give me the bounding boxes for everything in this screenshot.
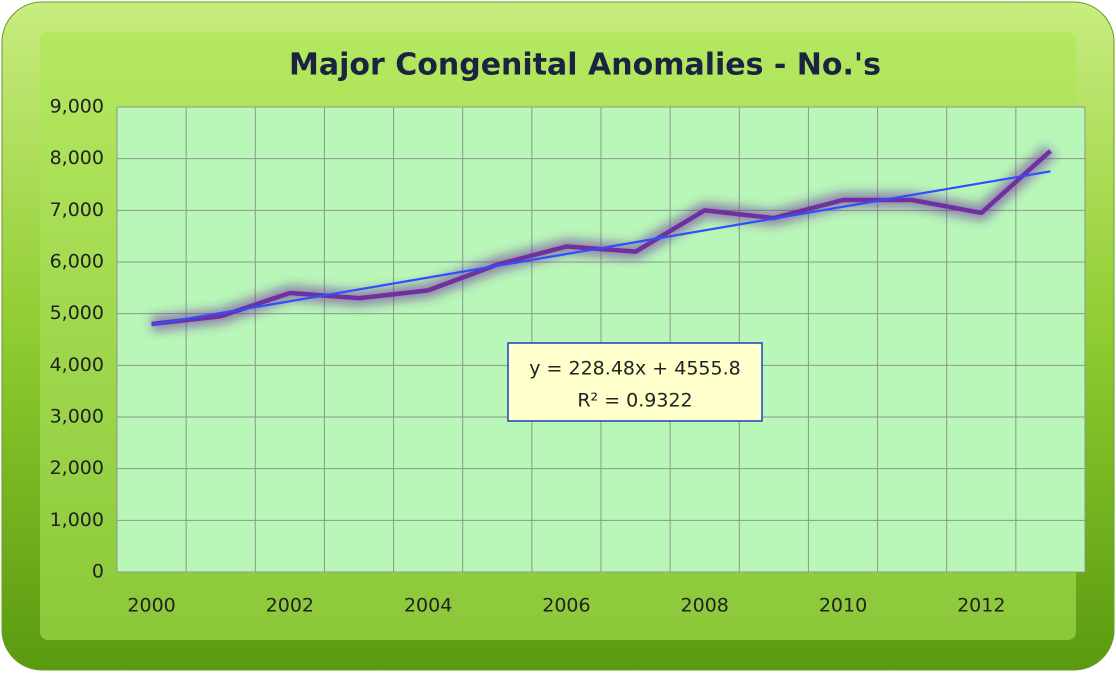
x-tick-label: 2000 [127,595,175,617]
y-tick-label: 9,000 [50,96,104,118]
x-tick-label: 2012 [957,595,1005,617]
x-tick-label: 2002 [266,595,314,617]
y-tick-label: 1,000 [50,509,104,531]
y-tick-label: 2,000 [50,457,104,479]
y-tick-label: 3,000 [50,406,104,428]
chart-title: Major Congenital Anomalies - No.'s [289,48,881,83]
y-tick-label: 5,000 [50,302,104,324]
x-tick-label: 2004 [404,595,452,617]
y-tick-label: 6,000 [50,251,104,273]
trendline-equation: y = 228.48x + 4555.8 [529,358,740,380]
trendline-label-box [507,342,763,422]
x-tick-label: 2010 [819,595,867,617]
y-tick-label: 4,000 [50,354,104,376]
trendline-r-squared: R² = 0.9322 [577,390,692,412]
x-tick-label: 2008 [681,595,729,617]
x-tick-label: 2006 [542,595,590,617]
y-tick-label: 8,000 [50,147,104,169]
y-tick-label: 0 [92,561,104,583]
trendline [151,170,1051,326]
y-tick-label: 7,000 [50,199,104,221]
